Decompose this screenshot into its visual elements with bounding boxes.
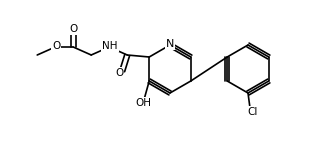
Text: O: O	[52, 41, 60, 51]
Text: O: O	[69, 24, 77, 34]
Text: O: O	[115, 68, 123, 78]
Text: NH: NH	[102, 41, 118, 51]
Text: Cl: Cl	[248, 107, 258, 117]
Text: OH: OH	[135, 98, 151, 108]
Text: N: N	[166, 39, 174, 49]
